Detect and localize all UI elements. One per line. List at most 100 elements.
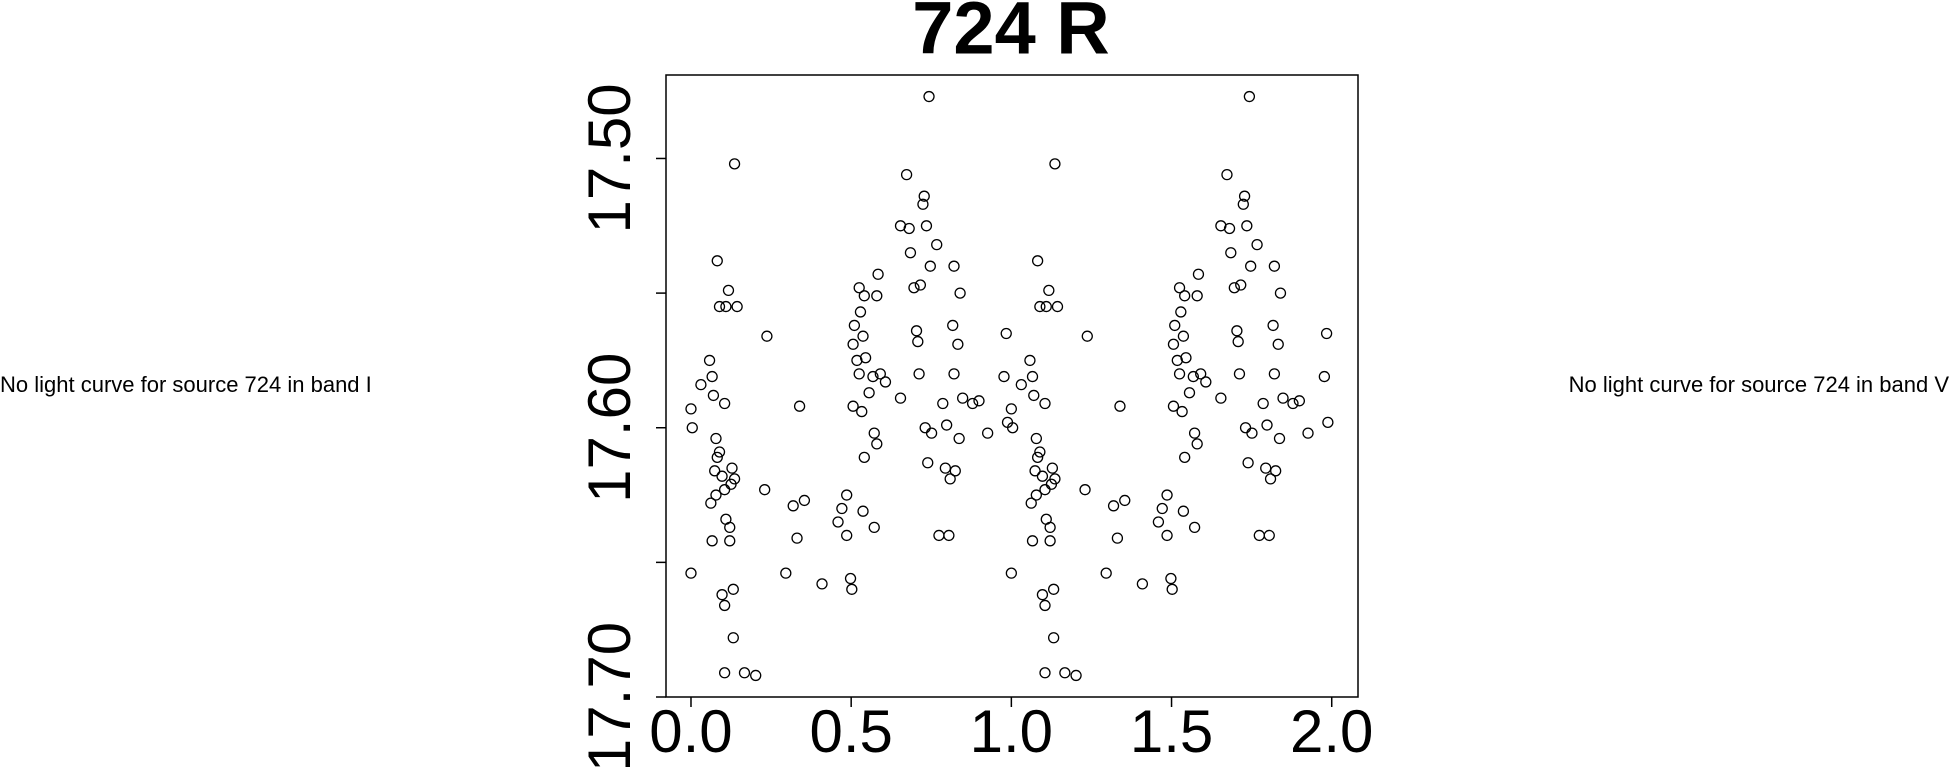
data-point (1235, 279, 1247, 291)
data-point (1005, 567, 1018, 579)
data-point (1119, 494, 1131, 507)
data-point (910, 325, 923, 337)
data-point (1231, 325, 1243, 337)
data-point (923, 90, 935, 103)
data-point (718, 397, 731, 410)
data-point (1277, 392, 1289, 404)
data-point (879, 376, 892, 388)
data-point (1039, 484, 1051, 496)
data-point (1107, 500, 1120, 512)
data-point (1243, 90, 1256, 103)
data-point (1272, 338, 1284, 350)
data-point (848, 319, 861, 332)
data-point (1049, 473, 1061, 485)
data-point (710, 489, 722, 501)
data-point (1111, 532, 1124, 544)
data-point (1049, 158, 1061, 170)
data-point (706, 535, 718, 547)
data-point (1192, 268, 1205, 280)
data-point (1253, 529, 1265, 542)
data-point (711, 255, 723, 267)
data-point (1043, 284, 1055, 297)
data-point (841, 529, 853, 542)
data-point (1036, 470, 1049, 482)
data-point (856, 405, 868, 418)
data-point (1031, 255, 1044, 267)
data-point (1044, 535, 1056, 547)
data-point (858, 290, 870, 302)
data-point (868, 427, 880, 439)
data-point (1268, 260, 1281, 272)
data-point (791, 532, 803, 544)
data-point (1177, 505, 1190, 517)
data-point (713, 300, 726, 313)
data-point (1322, 416, 1334, 429)
data-point (957, 392, 969, 404)
data-point (1169, 319, 1181, 332)
data-point (1232, 335, 1244, 348)
data-point (711, 451, 723, 464)
data-point (912, 335, 924, 348)
data-point (1239, 422, 1252, 434)
data-point (917, 198, 929, 210)
data-point (925, 427, 938, 439)
data-point (1251, 238, 1263, 251)
data-point (710, 432, 722, 445)
data-point (854, 306, 867, 318)
x-tick-label: 0.0 (649, 698, 732, 765)
data-point (1195, 368, 1207, 380)
data-point (918, 190, 930, 202)
data-point (685, 567, 697, 579)
data-point (716, 470, 728, 482)
data-point (952, 338, 964, 350)
data-point (857, 330, 869, 342)
data-point (948, 368, 960, 380)
data-point (913, 368, 925, 380)
data-point (1175, 306, 1187, 318)
data-point (1166, 583, 1178, 595)
x-tick-label: 1.5 (1130, 698, 1213, 765)
data-point (1264, 473, 1277, 485)
data-point (1047, 632, 1060, 644)
data-point (933, 529, 945, 542)
data-point (943, 529, 955, 542)
data-point (1228, 282, 1240, 294)
data-point (1081, 330, 1093, 342)
y-tick-label: 17.50 (576, 83, 643, 233)
data-point (1188, 427, 1201, 439)
data-point (944, 473, 956, 485)
data-point (1221, 168, 1233, 181)
data-point (726, 462, 738, 474)
data-point (728, 473, 741, 485)
data-point (904, 247, 917, 259)
x-tick-label: 1.0 (970, 698, 1053, 765)
data-point (728, 158, 741, 170)
data-point (954, 287, 966, 299)
data-point (1167, 400, 1180, 412)
data-point (863, 387, 875, 399)
data-point (1260, 462, 1272, 474)
data-point (872, 268, 884, 280)
data-point (1176, 405, 1188, 418)
data-point (716, 589, 728, 601)
data-point (1161, 529, 1173, 542)
data-point (1188, 521, 1201, 534)
data-point (709, 465, 721, 477)
data-point (1237, 198, 1249, 210)
data-point (738, 667, 751, 679)
data-point (832, 516, 844, 528)
data-point (724, 535, 736, 547)
data-point (1034, 300, 1046, 313)
data-point (1263, 529, 1275, 542)
data-point (761, 330, 773, 342)
data-point (703, 354, 716, 367)
data-point (922, 457, 934, 469)
data-point (718, 667, 731, 679)
data-point (1302, 427, 1314, 439)
data-point (1044, 521, 1056, 534)
data-point (874, 368, 886, 380)
data-point (841, 489, 853, 501)
data-point (1036, 589, 1049, 601)
x-tick-label: 0.5 (809, 698, 892, 765)
data-point (871, 290, 883, 302)
